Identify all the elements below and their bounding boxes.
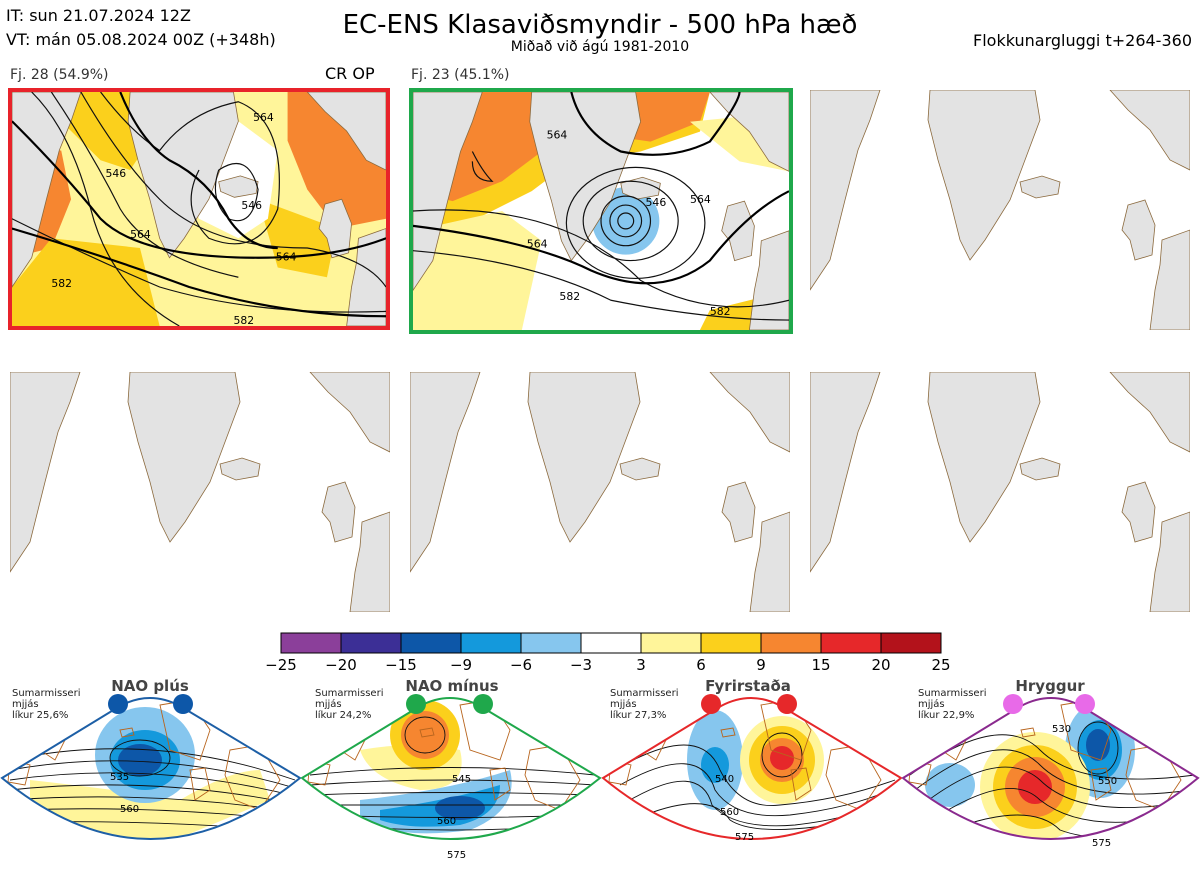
contour-label: 564	[276, 251, 297, 264]
contour-label: 546	[646, 196, 667, 209]
empty-map-3	[810, 90, 1190, 330]
regime-3-frame	[601, 697, 903, 840]
valid-time: VT: mán 05.08.2024 00Z (+348h)	[6, 30, 276, 49]
contour-label: 582	[51, 277, 72, 290]
contour-label: 582	[559, 290, 580, 303]
regime-3-dot-right	[777, 694, 797, 714]
colorbar-tick-label: 20	[871, 656, 891, 674]
cluster-2-label: Fj. 23 (45.1%)	[411, 67, 510, 83]
colorbar-swatch	[340, 632, 402, 654]
contour-label: 575	[1092, 838, 1111, 849]
cluster-map-2: 546 564 564 564 582 582	[409, 88, 793, 334]
contour-label: 582	[233, 314, 254, 326]
regime-4-note: Sumarmisseri mjjás líkur 22,9%	[918, 688, 987, 721]
cluster-1-tag: CR OP	[325, 64, 375, 83]
colorbar-swatch	[880, 632, 942, 654]
contour-label: 564	[253, 111, 274, 124]
cluster-1-label: Fj. 28 (54.9%)	[10, 67, 109, 83]
contour-label: 564	[690, 193, 711, 206]
regime-3-dot-left	[701, 694, 721, 714]
colorbar-tick-label: −20	[325, 656, 357, 674]
colorbar-tick-label: 25	[931, 656, 951, 674]
regime-1-title: NAO plús	[111, 677, 189, 695]
colorbar-tick-label: −3	[569, 656, 593, 674]
colorbar-swatch	[760, 632, 822, 654]
contour-label: 564	[130, 228, 151, 241]
colorbar-swatch	[640, 632, 702, 654]
contour-label: 535	[110, 772, 129, 783]
regime-4-title: Hryggur	[1015, 677, 1085, 695]
regime-2-dot-left	[406, 694, 426, 714]
page-subtitle: Miðað við ágú 1981-2010	[510, 39, 690, 55]
classification-window: Flokkunargluggi t+264-360	[973, 31, 1192, 50]
contour-label: 560	[120, 804, 139, 815]
colorbar-tick-label: 3	[636, 656, 646, 674]
contour-label: 560	[437, 816, 456, 827]
colorbar-swatch	[280, 632, 342, 654]
cluster-map-1: 546 546 564 564 564 582 582	[8, 88, 390, 330]
colorbar	[280, 632, 942, 654]
regime-4-dot-right	[1075, 694, 1095, 714]
regime-4-dot-left	[1003, 694, 1023, 714]
regime-2-title: NAO mínus	[405, 677, 499, 695]
regime-3-note: Sumarmisseri mjjás líkur 27,3%	[610, 688, 679, 721]
colorbar-swatch	[400, 632, 462, 654]
contour-label: 545	[452, 774, 471, 785]
contour-label: 575	[447, 850, 466, 861]
contour-label: 540	[715, 774, 734, 785]
regime-2-dot-right	[473, 694, 493, 714]
colorbar-swatch	[520, 632, 582, 654]
colorbar-swatch	[820, 632, 882, 654]
regime-1-dot-left	[108, 694, 128, 714]
regime-2-note: Sumarmisseri mjjás líkur 24,2%	[315, 688, 384, 721]
contour-label: 564	[547, 129, 568, 142]
contour-label: 560	[720, 807, 739, 818]
contour-label: 564	[527, 238, 548, 251]
init-time: IT: sun 21.07.2024 12Z	[6, 6, 191, 25]
colorbar-swatch	[580, 632, 642, 654]
contour-label: 546	[241, 199, 262, 212]
colorbar-swatch	[700, 632, 762, 654]
regime-1-dot-right	[173, 694, 193, 714]
regime-1-note: Sumarmisseri mjjás líkur 25,6%	[12, 688, 81, 721]
empty-map-5	[410, 372, 790, 612]
empty-map-6	[810, 372, 1190, 612]
colorbar-tick-label: 9	[756, 656, 766, 674]
colorbar-tick-label: −15	[385, 656, 417, 674]
regime-3-title: Fyrirstaða	[705, 677, 791, 695]
contour-label: 575	[735, 832, 754, 843]
regime-2-frame	[300, 697, 602, 840]
contour-label: 530	[1052, 724, 1071, 735]
colorbar-tick-label: −9	[449, 656, 473, 674]
regime-1-frame	[0, 697, 302, 840]
colorbar-tick-label: 6	[696, 656, 706, 674]
colorbar-tick-label: 15	[811, 656, 831, 674]
colorbar-tick-label: −25	[265, 656, 297, 674]
contour-label: 550	[1098, 776, 1117, 787]
page-title: EC-ENS Klasaviðsmyndir - 500 hPa hæð	[342, 10, 858, 40]
regime-4-frame	[901, 697, 1200, 840]
contour-label: 546	[106, 167, 127, 180]
empty-map-4	[10, 372, 390, 612]
contour-label: 582	[710, 305, 731, 318]
regime-maps: 535 560 545 560 575	[0, 694, 1200, 861]
colorbar-swatch	[460, 632, 522, 654]
colorbar-tick-label: −6	[509, 656, 533, 674]
